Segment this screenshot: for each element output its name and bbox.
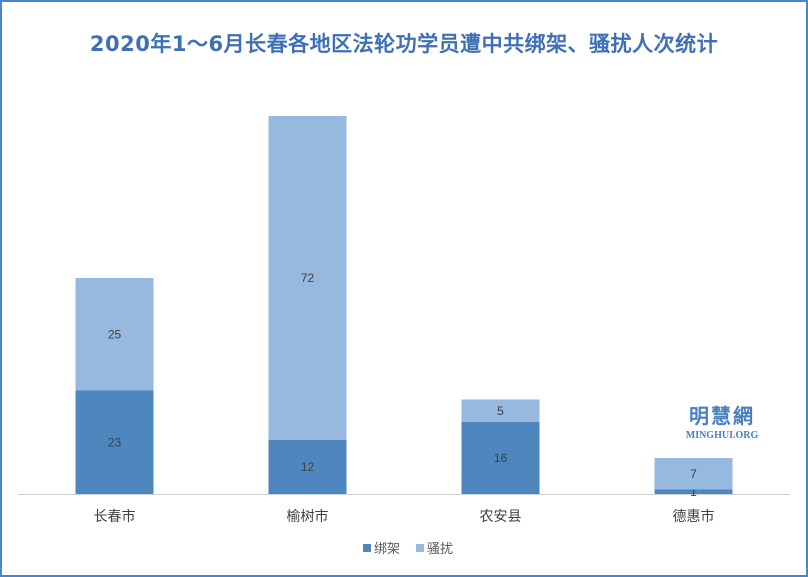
bar-abduction-0 (75, 390, 154, 494)
logo-text-en: MINGHUI.ORG (685, 430, 759, 441)
bar-harassment-0 (75, 278, 154, 391)
x-tick-label-0: 长春市 (94, 508, 136, 525)
bar-harassment-1 (268, 116, 347, 440)
logo-text-cn: 明慧網 (689, 404, 755, 428)
data-label-harassment-2: 5 (497, 404, 504, 418)
x-tick-label-1: 榆树市 (287, 508, 329, 525)
legend-swatch-harassment (416, 544, 424, 552)
data-label-abduction-3: 1 (690, 485, 697, 499)
data-label-harassment-3: 7 (690, 467, 697, 481)
data-label-abduction-2: 16 (494, 451, 508, 465)
bar-abduction-2 (461, 422, 540, 494)
bar-abduction-3 (654, 489, 733, 494)
x-tick-label-3: 德惠市 (673, 508, 715, 525)
bar-harassment-3 (654, 458, 733, 490)
data-label-abduction-1: 12 (301, 460, 315, 474)
bar-harassment-2 (461, 399, 540, 422)
legend-swatch-abduction (363, 544, 371, 552)
data-label-harassment-1: 72 (301, 271, 315, 285)
data-label-abduction-0: 23 (108, 435, 122, 449)
bar-abduction-1 (268, 440, 347, 494)
legend-label-harassment: 骚扰 (427, 542, 453, 557)
data-label-harassment-0: 25 (108, 327, 122, 341)
legend-label-abduction: 绑架 (374, 542, 400, 557)
chart-title: 2020年1～6月长春各地区法轮功学员遭中共绑架、骚扰人次统计 (89, 32, 719, 56)
minghui-logo: 明慧網 MINGHUI.ORG (672, 400, 772, 441)
x-tick-label-2: 农安县 (480, 509, 522, 525)
